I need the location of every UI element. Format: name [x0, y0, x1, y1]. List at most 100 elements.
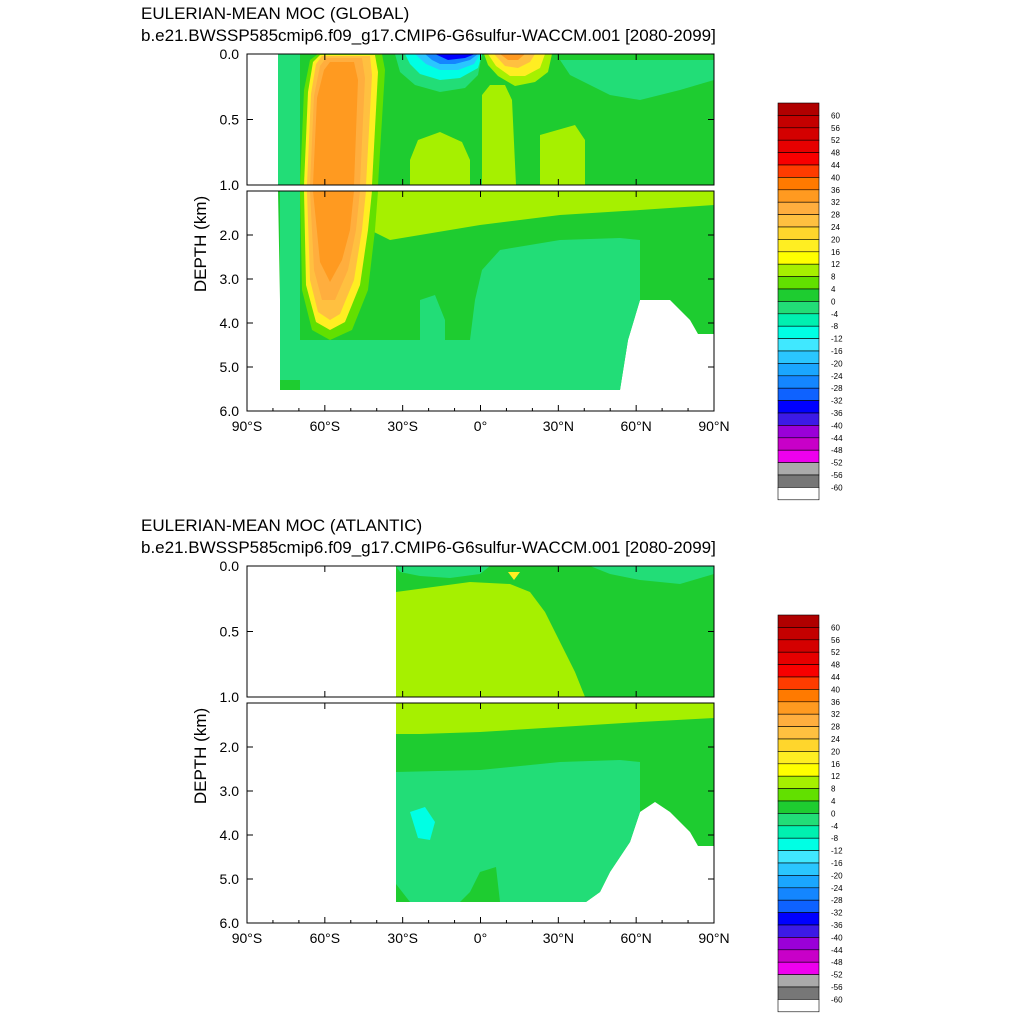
- upper-cyan-2: [590, 566, 714, 584]
- colorbar-label: 16: [831, 760, 840, 769]
- x-tick-label: 30°N: [543, 930, 574, 946]
- y-tick-label: 0.5: [220, 112, 240, 128]
- colorbar-swatch: [777, 676, 820, 690]
- colorbar-label: -28: [831, 384, 843, 393]
- y-tick-label: 0.0: [220, 558, 240, 574]
- plot-lower: [246, 702, 715, 924]
- chart-title: EULERIAN-MEAN MOC (ATLANTIC): [141, 516, 423, 535]
- colorbar-swatch: [777, 251, 820, 265]
- colorbar-swatch: [777, 924, 820, 938]
- colorbar-swatch: [777, 164, 820, 178]
- colorbar: 60565248444036322824201612840-4-8-12-16-…: [777, 102, 843, 501]
- fill-upper: [278, 54, 714, 185]
- y-axis-label: DEPTH (km): [191, 196, 210, 292]
- colorbar-swatch: [777, 449, 820, 463]
- x-tick-label: 30°S: [387, 930, 418, 946]
- colorbar-swatch: [777, 627, 820, 641]
- deep-negative-spot: [410, 807, 435, 840]
- colorbar-label: -8: [831, 322, 839, 331]
- region-left-cyan: [278, 54, 300, 185]
- colorbar-label: -20: [831, 359, 843, 368]
- colorbar-swatch: [777, 400, 820, 414]
- colorbar-label: 28: [831, 723, 840, 732]
- colorbar-label: 32: [831, 710, 840, 719]
- x-tick-label: 60°N: [621, 930, 652, 946]
- colorbar-label: -12: [831, 847, 843, 856]
- colorbar-swatch: [777, 862, 820, 876]
- colorbar-label: -60: [831, 483, 843, 492]
- bottom-cyan: [300, 340, 480, 390]
- atlantic-panel: EULERIAN-MEAN MOC (ATLANTIC) b.e21.BWSSP…: [0, 512, 1024, 1024]
- chart-title: EULERIAN-MEAN MOC (GLOBAL): [141, 4, 410, 23]
- x-tick-label: 90°N: [698, 418, 729, 434]
- colorbar-swatch: [777, 875, 820, 889]
- colorbar-swatch: [777, 751, 820, 765]
- colorbar-swatch: [777, 462, 820, 476]
- x-tick-label: 0°: [474, 930, 487, 946]
- global-chart-svg: 90°S 60°S 30°S 0° 30°N 60°N 90°N 0.0 0.5 1.0 2.0 3.…: [191, 46, 843, 501]
- colorbar-swatch: [777, 127, 820, 141]
- colorbar-swatch: [777, 664, 820, 678]
- colorbar-label: -44: [831, 434, 843, 443]
- colorbar-swatch: [777, 713, 820, 727]
- colorbar-swatch: [777, 726, 820, 740]
- x-tick-label: 30°N: [543, 418, 574, 434]
- axes-ticks: 90°S 60°S 30°S 0° 30°N 60°N 90°N 0.0 0.5 1.0 2.0 3.…: [220, 46, 730, 434]
- colorbar-swatch: [777, 689, 820, 703]
- y-tick-label: 4.0: [220, 315, 240, 331]
- colorbar-label: 0: [831, 809, 836, 818]
- colorbar: 60565248444036322824201612840-4-8-12-16-…: [777, 614, 843, 1013]
- colorbar-swatch: [777, 800, 820, 814]
- x-tick-label: 0°: [474, 418, 487, 434]
- colorbar-swatch: [777, 214, 820, 228]
- colorbar-label: -40: [831, 421, 843, 430]
- colorbar-label: -60: [831, 995, 843, 1004]
- colorbar-swatch: [777, 937, 820, 951]
- colorbar-label: -12: [831, 335, 843, 344]
- colorbar-label: -52: [831, 459, 843, 468]
- colorbar-swatch: [777, 263, 820, 277]
- plot-lower: [246, 190, 715, 412]
- colorbar-swatch: [777, 850, 820, 864]
- colorbar-label: 24: [831, 735, 840, 744]
- colorbar-swatch: [777, 313, 820, 327]
- colorbar-swatch: [777, 338, 820, 352]
- colorbar-label: -56: [831, 471, 843, 480]
- colorbar-swatch: [777, 387, 820, 401]
- y-tick-label: 2.0: [220, 739, 240, 755]
- colorbar-label: -16: [831, 347, 843, 356]
- y-tick-label: 3.0: [220, 783, 240, 799]
- colorbar-label: -4: [831, 822, 839, 831]
- colorbar-label: 8: [831, 273, 836, 282]
- colorbar-label: -32: [831, 909, 843, 918]
- upper-cyan-1: [396, 566, 490, 578]
- y-tick-label: 5.0: [220, 359, 240, 375]
- fill-upper: [396, 566, 714, 697]
- region-lime-1: [410, 132, 470, 185]
- colorbar-swatch: [777, 825, 820, 839]
- global-panel: EULERIAN-MEAN MOC (GLOBAL) b.e21.BWSSP58…: [141, 4, 843, 501]
- x-tick-label: 60°S: [310, 418, 341, 434]
- colorbar-label: 8: [831, 785, 836, 794]
- region-lower-left-cyan: [280, 191, 300, 380]
- so-cell-4: [313, 62, 358, 185]
- colorbar-label: 36: [831, 698, 840, 707]
- y-tick-label: 6.0: [220, 915, 240, 931]
- nadw-upper: [396, 582, 585, 697]
- y-tick-label: 2.0: [220, 227, 240, 243]
- colorbar-label: -28: [831, 896, 843, 905]
- colorbar-swatch: [777, 474, 820, 488]
- colorbar-label: -56: [831, 983, 843, 992]
- colorbar-swatch: [777, 102, 820, 116]
- colorbar-label: 40: [831, 685, 840, 694]
- colorbar-swatch: [777, 437, 820, 451]
- colorbar-label: -36: [831, 921, 843, 930]
- colorbar-swatch: [777, 837, 820, 851]
- trop-neg-4: [435, 54, 475, 60]
- fill-lower: [396, 703, 714, 902]
- colorbar-swatch: [777, 177, 820, 191]
- y-tick-label: 3.0: [220, 271, 240, 287]
- abyssal-neg: [470, 238, 640, 390]
- colorbar-label: 56: [831, 636, 840, 645]
- y-tick-label: 0.0: [220, 46, 240, 62]
